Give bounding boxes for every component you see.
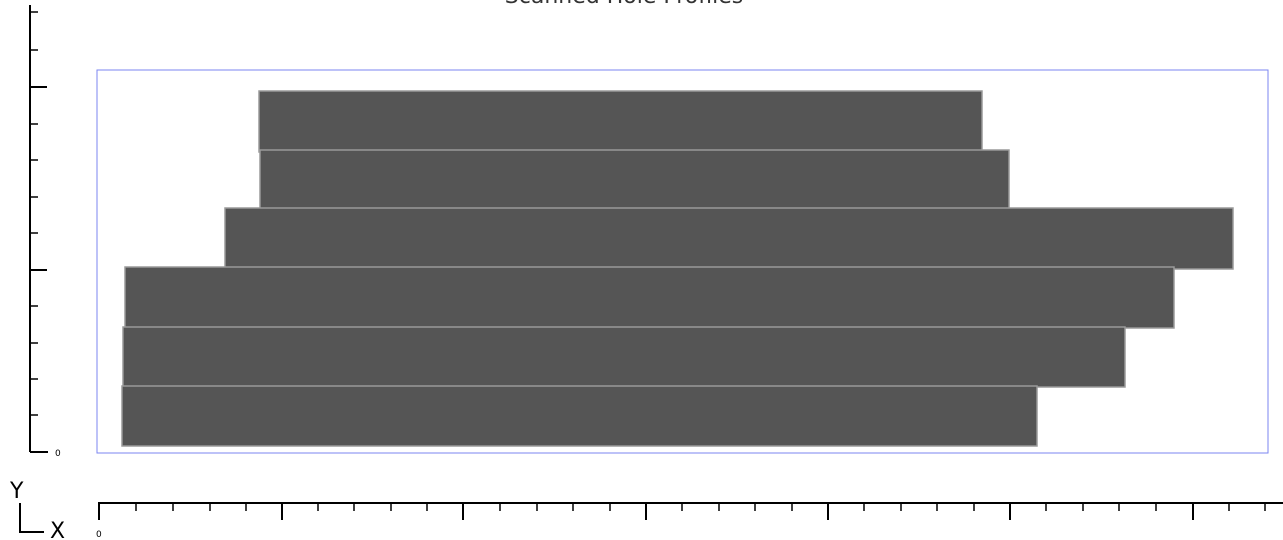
viewport-title: Scanned Hole Profiles — [505, 0, 743, 9]
profile-bar-6[interactable] — [121, 385, 1038, 447]
vertical-ruler-zero-label: 0 — [55, 449, 61, 459]
profile-bar-4[interactable] — [124, 266, 1175, 329]
axis-indicator: Y X — [9, 479, 65, 540]
profile-bar-1[interactable] — [258, 90, 983, 153]
y-axis-letter: Y — [9, 479, 24, 504]
horizontal-ruler-zero-label: 0 — [96, 530, 102, 540]
axis-indicator-lines — [19, 503, 44, 533]
horizontal-ruler: 0 — [96, 502, 1283, 540]
x-axis-letter: X — [50, 519, 65, 540]
selection-frame — [96, 69, 1269, 454]
vertical-ruler: 0 — [29, 5, 61, 459]
profile-bar-2[interactable] — [259, 149, 1010, 211]
profile-bar-3[interactable] — [224, 207, 1234, 270]
profile-bar-5[interactable] — [122, 326, 1126, 388]
profile-bars — [121, 90, 1234, 447]
